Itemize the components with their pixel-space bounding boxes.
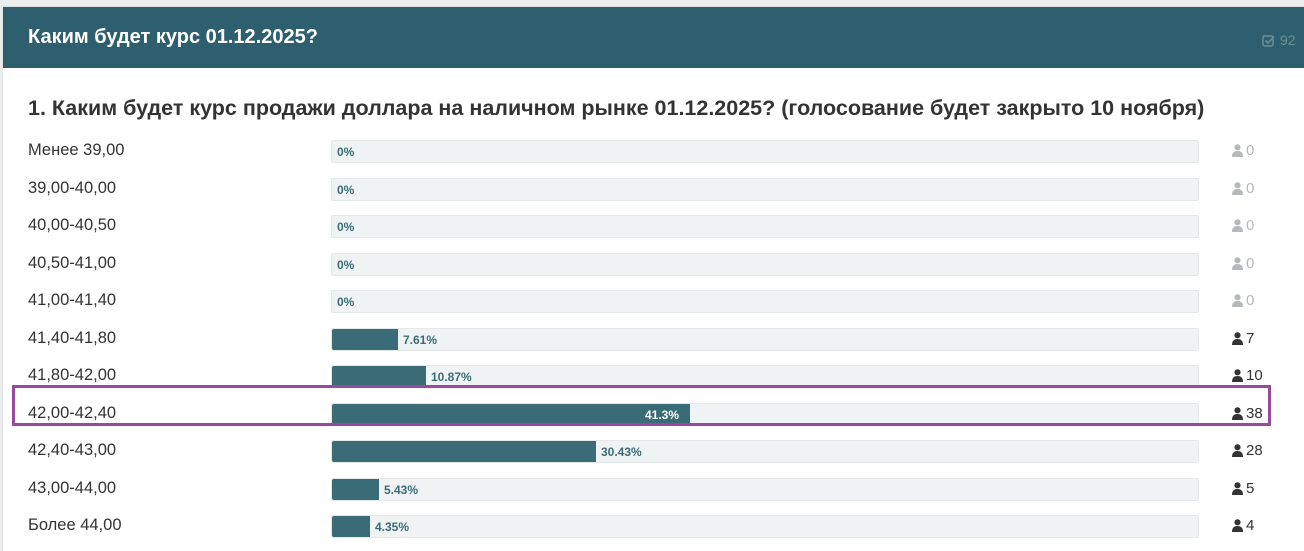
vote-count-value: 10 xyxy=(1246,367,1263,384)
result-bar-track: 0% xyxy=(331,140,1199,163)
user-icon xyxy=(1232,369,1243,382)
option-label: 40,00-40,50 xyxy=(28,216,117,234)
vote-count-value: 0 xyxy=(1246,142,1255,159)
vote-count-value: 0 xyxy=(1246,180,1255,197)
result-bar-track: 0% xyxy=(331,178,1199,201)
result-bar-track: 0% xyxy=(331,290,1199,313)
poll-option-row: 43,00-44,00 5.43% 5 xyxy=(3,477,1304,503)
percent-label: 41.3% xyxy=(645,408,680,422)
percent-label: 30.43% xyxy=(601,445,642,459)
vote-count: 4 xyxy=(1232,517,1254,534)
result-bar-fill xyxy=(332,329,398,350)
poll-option-row: Более 44,00 4.35% 4 xyxy=(3,514,1304,540)
vote-count: 10 xyxy=(1232,367,1263,384)
user-icon xyxy=(1232,257,1243,270)
result-bar-fill xyxy=(332,516,370,537)
user-icon xyxy=(1232,407,1243,420)
vote-count: 0 xyxy=(1232,217,1254,234)
vote-count-value: 0 xyxy=(1246,255,1255,272)
poll-option-row: Менее 39,00 0% 0 xyxy=(3,139,1304,165)
vote-count: 5 xyxy=(1232,480,1254,497)
user-icon xyxy=(1232,519,1243,532)
percent-label: 4.35% xyxy=(375,520,410,534)
poll-option-row: 41,80-42,00 10.87% 10 xyxy=(3,364,1304,390)
vote-count: 0 xyxy=(1232,255,1254,272)
result-bar-track: 41.3% xyxy=(331,403,1199,426)
result-bar-fill xyxy=(332,366,426,387)
poll-option-row: 42,40-43,00 30.43% 28 xyxy=(3,439,1304,465)
question-title: 1. Каким будет курс продажи доллара на н… xyxy=(28,96,1205,120)
vote-count: 38 xyxy=(1232,405,1263,422)
result-bar-fill xyxy=(332,479,379,500)
poll-card: Каким будет курс 01.12.2025? 92 1. Каким… xyxy=(3,7,1304,551)
option-label: 39,00-40,00 xyxy=(28,179,117,197)
checkbox-icon xyxy=(1262,34,1275,47)
option-label: 42,40-43,00 xyxy=(28,441,117,459)
result-bar-track: 30.43% xyxy=(331,440,1199,463)
result-bar-fill xyxy=(332,441,596,462)
user-icon xyxy=(1232,219,1243,232)
vote-count: 0 xyxy=(1232,292,1254,309)
option-label: 41,00-41,40 xyxy=(28,291,117,309)
percent-label: 7.61% xyxy=(403,333,438,347)
percent-label: 5.43% xyxy=(384,483,419,497)
poll-option-row: 40,00-40,50 0% 0 xyxy=(3,214,1304,240)
percent-label: 0% xyxy=(337,258,355,272)
poll-title: Каким будет курс 01.12.2025? xyxy=(28,26,318,48)
poll-option-row: 42,00-42,40 41.3% 38 xyxy=(3,402,1304,428)
user-icon xyxy=(1232,144,1243,157)
poll-option-row: 39,00-40,00 0% 0 xyxy=(3,177,1304,203)
highlight-box xyxy=(12,385,1271,426)
user-icon xyxy=(1232,332,1243,345)
vote-count-value: 38 xyxy=(1246,405,1263,422)
result-bar-fill xyxy=(332,404,690,425)
result-bar-track: 0% xyxy=(331,215,1199,238)
result-bar-track: 10.87% xyxy=(331,365,1199,388)
option-label: 40,50-41,00 xyxy=(28,254,117,272)
result-bar-track: 0% xyxy=(331,253,1199,276)
vote-count: 0 xyxy=(1232,142,1254,159)
user-icon xyxy=(1232,294,1243,307)
user-icon xyxy=(1232,182,1243,195)
poll-option-row: 41,00-41,40 0% 0 xyxy=(3,289,1304,315)
total-votes-badge: 92 xyxy=(1262,32,1296,48)
option-label: Более 44,00 xyxy=(28,516,122,534)
option-label: Менее 39,00 xyxy=(28,141,125,159)
total-votes-value: 92 xyxy=(1280,32,1296,48)
poll-header: Каким будет курс 01.12.2025? 92 xyxy=(3,7,1304,68)
percent-label: 0% xyxy=(337,220,355,234)
percent-label: 0% xyxy=(337,295,355,309)
poll-option-row: 41,40-41,80 7.61% 7 xyxy=(3,327,1304,353)
vote-count: 28 xyxy=(1232,442,1263,459)
vote-count: 0 xyxy=(1232,180,1254,197)
vote-count-value: 28 xyxy=(1246,442,1263,459)
user-icon xyxy=(1232,444,1243,457)
option-label: 43,00-44,00 xyxy=(28,479,117,497)
vote-count-value: 0 xyxy=(1246,292,1255,309)
option-label: 41,40-41,80 xyxy=(28,329,117,347)
vote-count-value: 0 xyxy=(1246,217,1255,234)
vote-count-value: 4 xyxy=(1246,517,1255,534)
user-icon xyxy=(1232,482,1243,495)
result-bar-track: 4.35% xyxy=(331,515,1199,538)
percent-label: 0% xyxy=(337,145,355,159)
poll-option-row: 40,50-41,00 0% 0 xyxy=(3,252,1304,278)
result-bar-track: 7.61% xyxy=(331,328,1199,351)
option-label: 41,80-42,00 xyxy=(28,366,117,384)
vote-count: 7 xyxy=(1232,330,1254,347)
percent-label: 0% xyxy=(337,183,355,197)
vote-count-value: 5 xyxy=(1246,480,1255,497)
percent-label: 10.87% xyxy=(431,370,472,384)
vote-count-value: 7 xyxy=(1246,330,1255,347)
option-label: 42,00-42,40 xyxy=(28,404,117,422)
result-bar-track: 5.43% xyxy=(331,478,1199,501)
